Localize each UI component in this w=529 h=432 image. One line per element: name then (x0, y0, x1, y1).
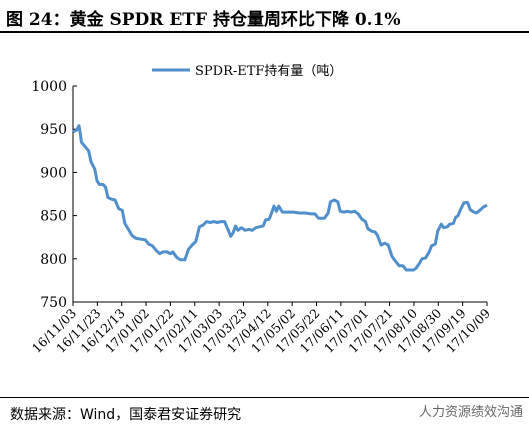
source-note: 数据来源：Wind，国泰君安证券研究 (10, 407, 242, 423)
chart-legend: SPDR-ETF持有量（吨） (152, 64, 342, 79)
y-axis-ticks: 750 800 850 900 950 1000 (31, 79, 77, 311)
y-tick-label: 950 (40, 122, 67, 138)
y-tick-label: 1000 (31, 79, 67, 95)
source-divider (0, 397, 529, 398)
y-tick-label: 800 (40, 252, 67, 268)
y-tick-label: 850 (40, 209, 67, 225)
chart-axes (72, 86, 487, 303)
line-chart: SPDR-ETF持有量（吨） 750 800 850 900 950 1000 16/11… (29, 64, 493, 356)
figure-title-bar: 图 24：黄金 SPDR ETF 持仓量周环比下降 0.1% (0, 0, 529, 34)
y-tick-label: 900 (40, 165, 67, 181)
legend-label: SPDR-ETF持有量（吨） (195, 64, 342, 79)
x-axis-ticks: 16/11/0316/11/2316/12/1317/01/0217/01/22… (29, 302, 493, 356)
y-tick-label: 750 (40, 295, 67, 311)
figure-title: 图 24：黄金 SPDR ETF 持仓量周环比下降 0.1% (6, 10, 401, 30)
series-line-spdr-holdings (72, 124, 488, 272)
watermark: 人力资源绩效沟通 (418, 405, 523, 420)
title-divider (0, 31, 529, 33)
